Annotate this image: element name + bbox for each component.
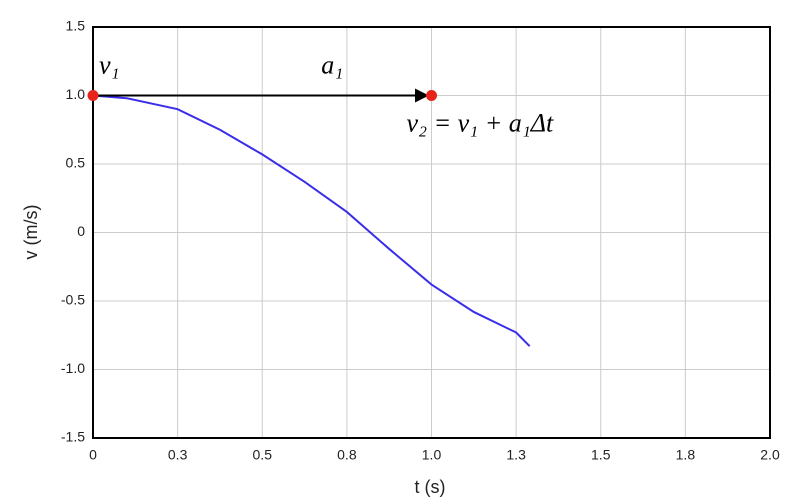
line [92,94,531,347]
y-tick-label: 0 [77,223,85,239]
annotation: v₁ [99,50,120,79]
y-tick-label: -0.5 [61,292,85,308]
x-tick-label: 0.5 [253,447,273,463]
y-tick-label: -1.5 [61,429,85,445]
y-tick-label: 1.5 [66,18,86,34]
annotation: v₂ = v₁ + a₁Δt [407,108,555,137]
y-tick-label: -1.0 [61,360,85,376]
y-axis-title: v (m/s) [21,205,41,260]
x-tick-label: 0 [89,447,97,463]
x-tick-label: 2.0 [760,447,780,463]
x-tick-label: 1.0 [422,447,442,463]
marker [87,90,99,101]
annotation: a₁ [321,50,343,79]
x-tick-label: 1.3 [506,447,526,463]
y-tick-label: 1.0 [66,86,86,102]
x-tick-label: 0.3 [168,447,188,463]
x-tick-label: 0.8 [337,447,357,463]
marker [426,90,437,101]
y-tick-label: 0.5 [66,155,86,171]
x-tick-label: 1.8 [676,447,696,463]
plot-frame [92,26,771,439]
x-axis-title: t (s) [415,477,446,497]
x-tick-label: 1.5 [591,447,611,463]
